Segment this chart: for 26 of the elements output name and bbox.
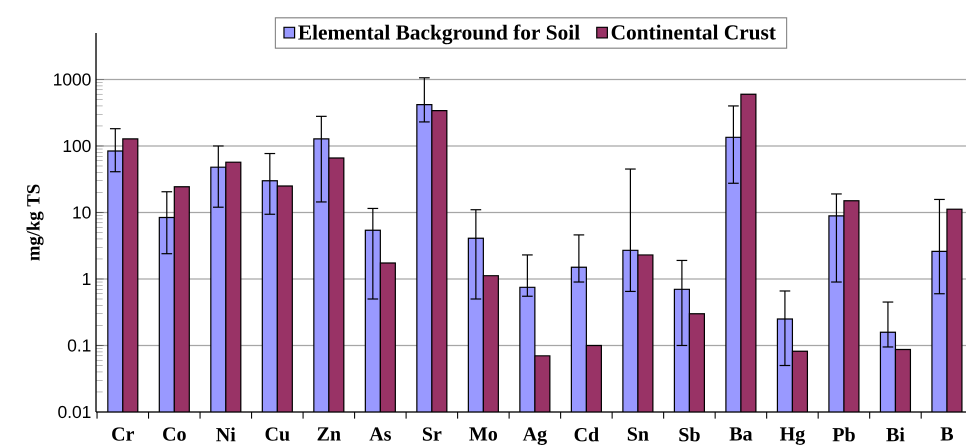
x-tick-label: Cr — [112, 427, 134, 441]
x-tick-label: Pb — [832, 427, 855, 442]
x-tick-label: Ni — [216, 427, 236, 442]
x-tick-label: Cd — [574, 427, 599, 442]
y-axis-title: mg/kg TS — [26, 184, 44, 261]
x-tick-label: As — [369, 427, 391, 441]
x-tick-label: Zn — [318, 427, 341, 440]
x-tick-label: Sb — [679, 427, 700, 442]
y-tick-label: 0.01 — [58, 406, 90, 418]
x-tick-label: Ag — [522, 427, 547, 445]
y-tick-label: 1 — [82, 273, 90, 285]
x-tick-label: Hg — [780, 427, 806, 445]
y-tick-label: 0.1 — [68, 339, 90, 352]
y-tick-label: 10 — [73, 206, 91, 219]
x-tick-label: Co — [163, 427, 186, 441]
x-tick-label: Mo — [469, 427, 498, 441]
x-tick-label: Sr — [422, 427, 442, 441]
y-tick-label: 1000 — [54, 73, 91, 86]
x-tick-label: Sn — [628, 427, 649, 441]
x-tick-label: Cu — [266, 427, 290, 441]
x-tick-label: Bi — [886, 427, 905, 442]
x-tick-label: Ba — [730, 427, 752, 441]
legend-label: Continental Crust — [612, 24, 776, 40]
y-tick-label: 100 — [64, 140, 91, 152]
legend-label: Elemental Background for Soil — [298, 24, 580, 44]
x-tick-label: B — [940, 427, 954, 441]
